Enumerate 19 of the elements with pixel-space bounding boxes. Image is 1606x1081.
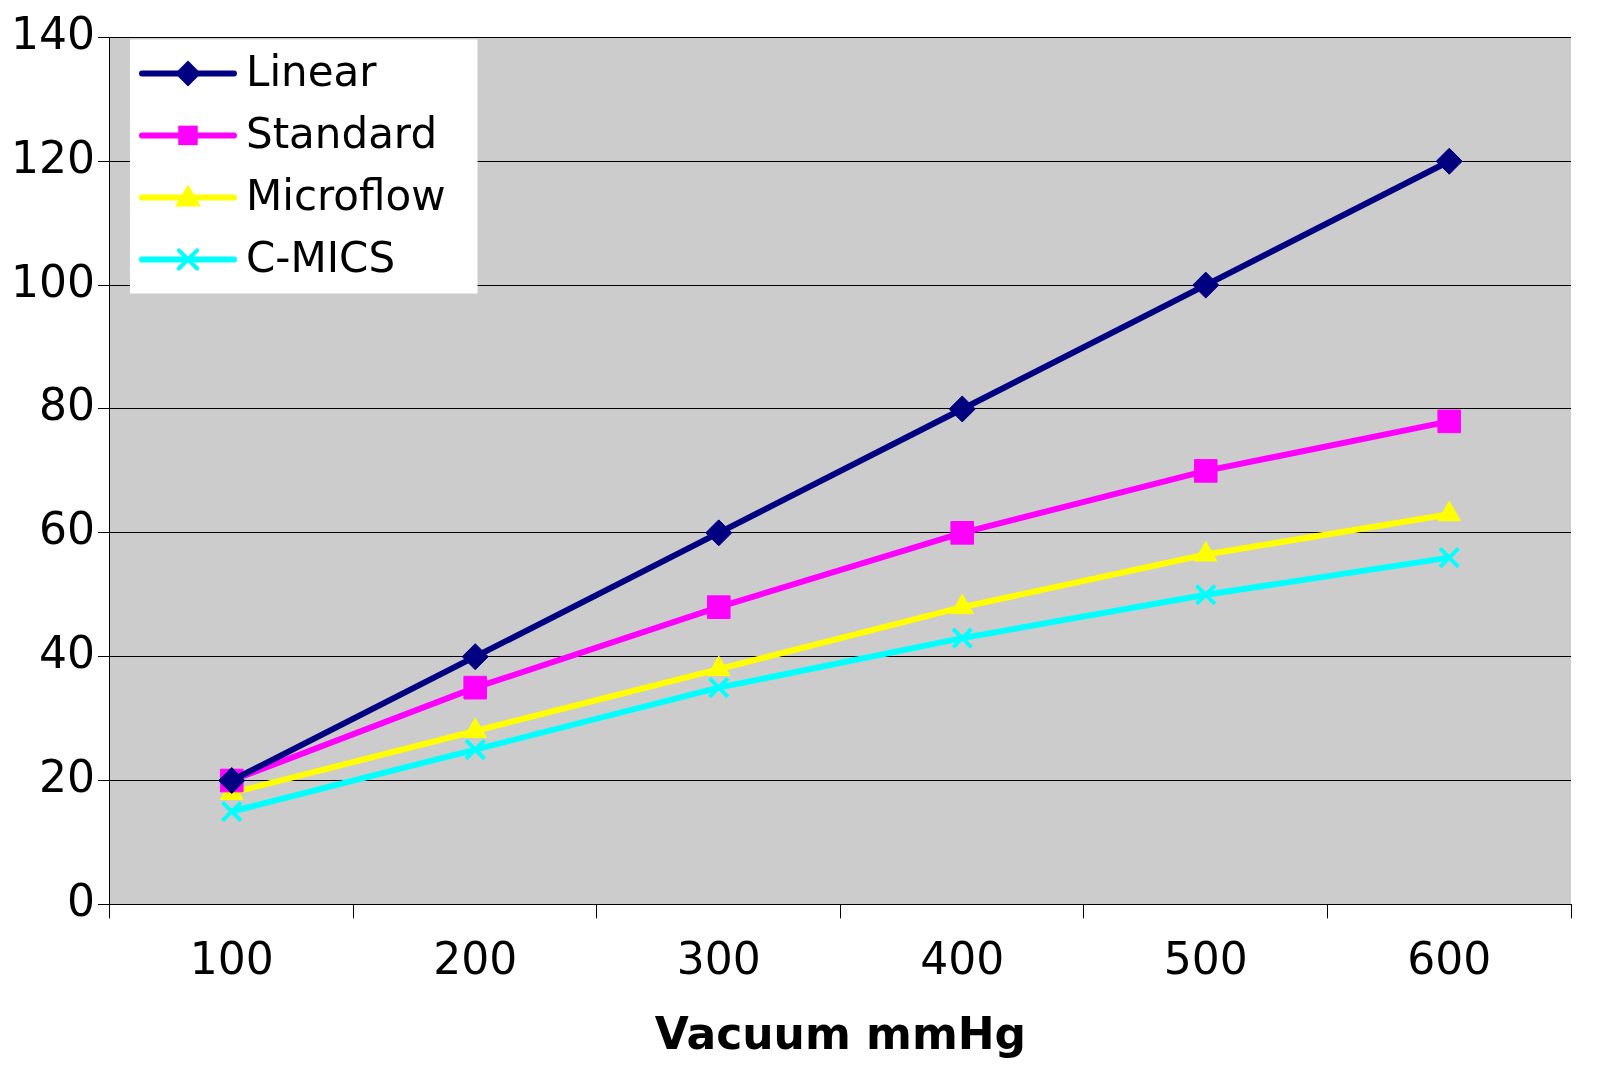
x-tick-label: 200 bbox=[433, 933, 518, 985]
y-tick-label: 140 bbox=[11, 7, 95, 59]
x-axis-title: Vacuum mmHg bbox=[654, 1008, 1027, 1060]
x-tick-label: 100 bbox=[189, 933, 274, 985]
x-tick-label: 400 bbox=[920, 933, 1005, 985]
legend-label: Linear bbox=[245, 47, 378, 97]
legend-label: Standard bbox=[245, 109, 438, 159]
y-tick-label: 60 bbox=[38, 503, 95, 555]
y-tick-label: 120 bbox=[11, 131, 95, 183]
legend-label: Microflow bbox=[245, 171, 446, 221]
x-tick-label: 500 bbox=[1163, 933, 1248, 985]
y-tick-label: 20 bbox=[38, 750, 95, 802]
x-tick-label: 300 bbox=[676, 933, 761, 985]
y-tick-label: 100 bbox=[11, 255, 95, 307]
y-tick-label: 40 bbox=[38, 627, 95, 679]
y-tick-label: 0 bbox=[66, 874, 95, 926]
legend-label: C-MICS bbox=[245, 233, 396, 283]
x-tick-label: 600 bbox=[1407, 933, 1492, 985]
y-tick-label: 80 bbox=[38, 379, 95, 431]
